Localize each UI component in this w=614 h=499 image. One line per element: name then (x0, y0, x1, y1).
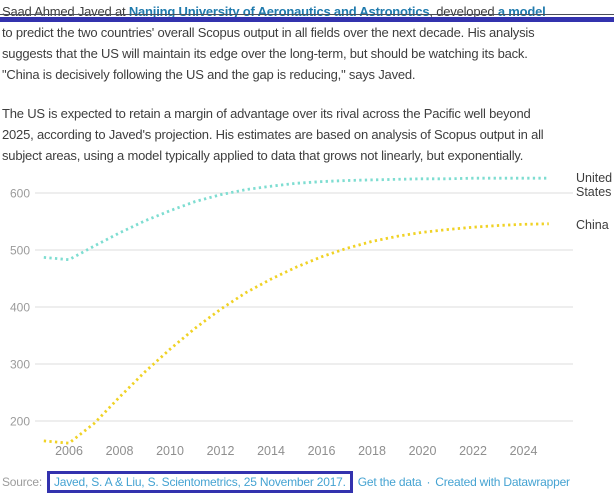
x-tick-2020: 2020 (409, 444, 437, 458)
university-link[interactable]: Nanjing University of Aeronautics and As… (128, 4, 430, 19)
paragraph-1-line-1: Saad Ahmed Javed at Nanjing University o… (2, 1, 614, 22)
chart-footer: Source: Javed, S. A & Liu, S. Scientomet… (2, 471, 570, 493)
x-tick-2018: 2018 (358, 444, 386, 458)
x-tick-2012: 2012 (207, 444, 235, 458)
paragraph-2-line-3: subject areas, using a model typically a… (2, 148, 524, 163)
paragraph-2-line-2: 2025, according to Javed's projection. H… (2, 127, 544, 142)
china-line (43, 222, 549, 445)
author-text: Saad Ahmed Javed at (2, 4, 129, 19)
footer-separator: · (426, 475, 431, 489)
source-label: Source: (2, 475, 42, 489)
y-tick-500: 500 (10, 244, 30, 258)
legend-china: China (576, 218, 609, 232)
x-tick-2014: 2014 (257, 444, 285, 458)
x-tick-2022: 2022 (459, 444, 487, 458)
paragraph-1-line-4: "China is decisively following the US an… (2, 67, 416, 82)
annotation-highlight-bar (0, 17, 614, 22)
annotation-box-source: Javed, S. A & Liu, S. Scientometrics, 25… (46, 471, 353, 493)
y-tick-200: 200 (10, 415, 30, 429)
paragraph-1-line-2: to predict the two countries' overall Sc… (2, 25, 535, 40)
x-tick-2010: 2010 (156, 444, 184, 458)
united-states-line (43, 176, 549, 262)
y-tick-600: 600 (10, 187, 30, 201)
x-tick-2008: 2008 (106, 444, 134, 458)
x-tick-2016: 2016 (308, 444, 336, 458)
y-tick-300: 300 (10, 358, 30, 372)
legend-united-states: United States (576, 171, 613, 199)
first-line-underline (0, 14, 614, 15)
paragraph-1-line-3: suggests that the US will maintain its e… (2, 46, 528, 61)
mid-text: , developed (429, 4, 498, 19)
created-with-datawrapper-link[interactable]: Created with Datawrapper (435, 475, 570, 489)
model-link[interactable]: a model (497, 4, 546, 19)
paragraph-2: The US is expected to retain a margin of… (2, 103, 614, 166)
source-citation-link[interactable]: Javed, S. A & Liu, S. Scientometrics, 25… (53, 475, 346, 489)
scopus-output-chart: 200 300 400 500 600 2006 2008 2010 2012 2014 2016 2… (10, 176, 573, 458)
get-the-data-link[interactable]: Get the data (357, 475, 422, 489)
paragraph-1: Saad Ahmed Javed at Nanjing University o… (2, 1, 614, 85)
y-tick-400: 400 (10, 301, 30, 315)
x-tick-2006: 2006 (55, 444, 83, 458)
x-tick-2024: 2024 (510, 444, 538, 458)
paragraph-2-line-1: The US is expected to retain a margin of… (2, 106, 531, 121)
